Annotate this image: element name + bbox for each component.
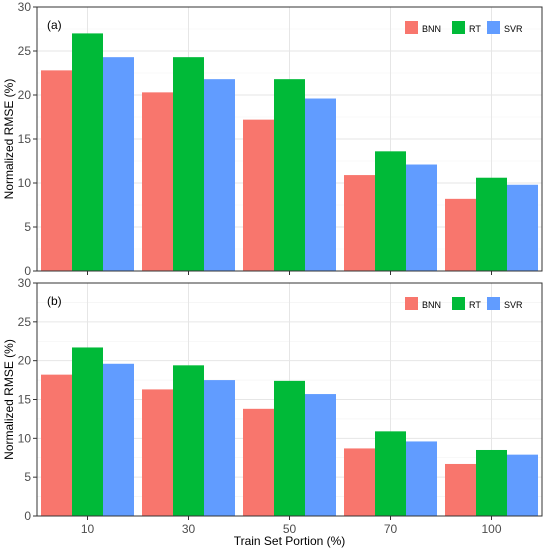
- x-axis-label: Train Set Portion (%): [234, 534, 346, 548]
- x-tick-label: 50: [283, 522, 297, 536]
- y-tick-label: 30: [18, 276, 32, 290]
- legend-swatch-rt: [452, 297, 465, 310]
- bar-bnn: [243, 119, 274, 271]
- y-tick-label: 15: [18, 132, 32, 146]
- y-axis-label: Normalized RMSE (%): [2, 79, 16, 200]
- y-tick-label: 15: [18, 393, 32, 407]
- y-tick-label: 25: [18, 315, 32, 329]
- panel-2: 0 5 10 15 20 25 30 10 30 50 70 100 (b) Normalized RMS…: [2, 276, 543, 548]
- panel-label: (b): [47, 294, 62, 308]
- y-tick-label: 20: [18, 354, 32, 368]
- bar-rt: [375, 151, 406, 271]
- x-tick-label: 70: [384, 522, 398, 536]
- bar-bnn: [41, 70, 72, 271]
- y-axis-label: Normalized RMSE (%): [2, 339, 16, 460]
- legend-label-rt: RT: [469, 24, 481, 34]
- legend-label-svr: SVR: [504, 300, 523, 310]
- panel-label: (a): [47, 18, 62, 32]
- bar-rt: [375, 431, 406, 516]
- bar-svr: [406, 441, 437, 516]
- y-tick-label: 10: [18, 431, 32, 445]
- bar-rt: [274, 79, 305, 271]
- bar-bnn: [445, 463, 476, 516]
- y-tick-label: 25: [18, 44, 32, 58]
- bar-svr: [507, 184, 538, 271]
- y-tick-label: 5: [24, 220, 31, 234]
- bar-bnn: [142, 92, 173, 271]
- legend-swatch-bnn: [405, 21, 418, 34]
- bar-rt: [274, 380, 305, 516]
- legend-swatch-svr: [487, 297, 500, 310]
- bar-rt: [173, 365, 204, 516]
- y-tick-label: 0: [24, 264, 31, 278]
- bar-bnn: [142, 389, 173, 516]
- bar-bnn: [243, 408, 274, 516]
- bar-svr: [204, 380, 235, 516]
- y-tick-label: 0: [24, 509, 31, 523]
- bar-bnn: [344, 448, 375, 516]
- bar-rt: [476, 177, 507, 271]
- y-tick-label: 20: [18, 88, 32, 102]
- bar-rt: [173, 57, 204, 271]
- bar-rt: [476, 449, 507, 516]
- legend-swatch-rt: [452, 21, 465, 34]
- x-tick-label: 100: [481, 522, 501, 536]
- legend-label-rt: RT: [469, 300, 481, 310]
- bar-bnn: [41, 374, 72, 516]
- legend-label-bnn: BNN: [422, 300, 441, 310]
- bar-svr: [507, 454, 538, 516]
- x-tick-label: 30: [182, 522, 196, 536]
- bar-rt: [72, 347, 103, 516]
- bar-svr: [103, 57, 134, 271]
- legend-swatch-svr: [487, 21, 500, 34]
- bar-svr: [204, 79, 235, 271]
- bar-svr: [305, 394, 336, 516]
- y-tick-label: 10: [18, 176, 32, 190]
- bar-svr: [103, 363, 134, 516]
- bar-bnn: [344, 175, 375, 271]
- y-tick-label: 30: [18, 0, 32, 14]
- legend-label-svr: SVR: [504, 24, 523, 34]
- y-tick-label: 5: [24, 470, 31, 484]
- bar-svr: [305, 98, 336, 272]
- bar-svr: [406, 164, 437, 271]
- x-tick-label: 10: [81, 522, 95, 536]
- bar-rt: [72, 33, 103, 272]
- legend-label-bnn: BNN: [422, 24, 441, 34]
- bar-bnn: [445, 198, 476, 271]
- legend-swatch-bnn: [405, 297, 418, 310]
- panel-1: 0 5 10 15 20 25 30 (a) Normalized RMSE (%) BNN RT S…: [2, 0, 543, 278]
